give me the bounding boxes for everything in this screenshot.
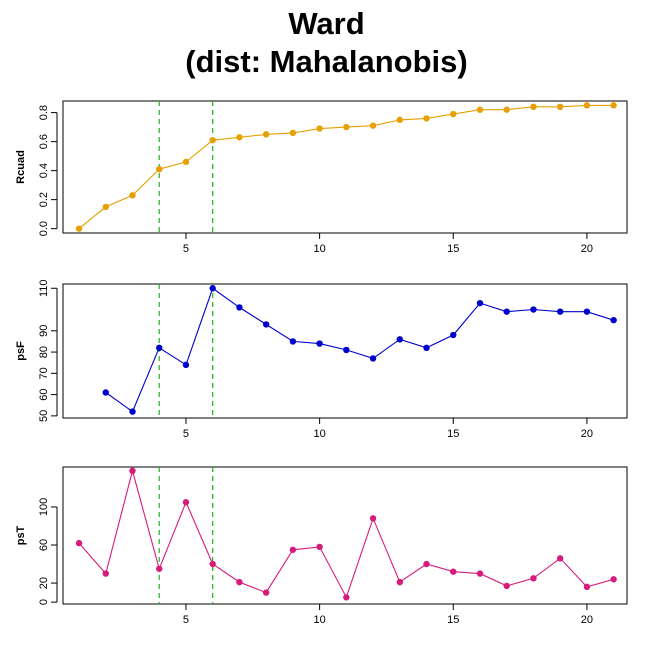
rcuad-y-axis-label: Rcuad [15,150,27,184]
psf-point [182,361,190,369]
rcuad-point [556,103,564,111]
pst-x-tick-label: 20 [581,614,593,626]
rcuad-point [182,158,190,166]
rcuad-point [209,136,216,144]
psf-point [556,308,564,315]
psf-y-tick-label: 70 [38,367,50,379]
rcuad-x-tick-label: 20 [581,243,593,255]
psf-point [236,304,243,311]
psf-point [343,346,350,354]
psf-x-tick-label: 5 [183,428,189,440]
psf-x-tick-label: 10 [313,428,325,440]
rcuad-x-tick-label: 5 [183,243,189,255]
rcuad-y-tick-label: 0.2 [38,192,50,207]
pst-point [476,570,484,577]
rcuad-point [369,122,377,129]
pst-point [289,546,297,553]
psf-x-tick-label: 20 [581,428,593,440]
psf-y-tick-label: 90 [38,325,50,337]
pst-point [316,543,323,551]
rcuad-point [129,192,136,199]
rcuad-point [583,102,591,109]
psf-point [583,308,591,315]
rcuad-plot-frame [62,100,628,234]
rcuad-point [423,115,430,122]
psf-point [610,316,617,324]
psf-point [369,355,377,362]
pst-x-tick-label: 15 [447,614,459,626]
rcuad-point [262,131,270,138]
psf-point [209,285,216,292]
pst-point [343,594,350,601]
psf-point [450,331,457,339]
pst-y-tick-label: 20 [38,577,50,589]
pst-point [556,555,564,562]
psf-point [156,344,163,352]
pst-point [396,578,403,586]
psf-series-line [105,287,614,413]
psf-point [262,321,270,328]
pst-x-tick-label: 10 [313,614,325,626]
pst-y-tick-label: 0 [38,599,50,605]
psf-point [396,336,403,343]
pst-point [262,589,270,596]
psf-y-tick-label: 50 [38,410,50,422]
rcuad-point [289,129,297,137]
pst-point [182,499,190,506]
rcuad-point [343,123,350,131]
rcuad-point [610,102,617,109]
pst-point [610,576,617,583]
rcuad-point [156,165,163,173]
rcuad-point [102,203,109,211]
pst-point [369,515,377,522]
pst-point [423,560,430,568]
rcuad-y-tick-label: 0.8 [38,105,50,120]
rcuad-y-tick-label: 0.0 [38,221,50,236]
pst-point [530,575,537,582]
rcuad-y-tick-label: 0.6 [38,134,50,149]
psf-point [102,389,109,396]
pst-point [503,582,510,590]
psf-y-tick-label: 80 [38,346,50,358]
pst-point [75,539,83,547]
rcuad-point [396,116,403,124]
rcuad-point [236,134,243,141]
pst-y-axis-label: psT [15,525,27,545]
pst-point [129,467,136,475]
pst-x-tick-label: 5 [183,614,189,626]
psf-y-tick-label: 110 [38,279,50,297]
psf-point [476,299,484,307]
pst-point [156,565,163,572]
psf-point [316,340,323,347]
pst-point [583,583,591,591]
pst-point [450,568,457,575]
rcuad-point [316,125,323,132]
psf-x-tick-label: 15 [447,428,459,440]
psf-point [423,344,430,352]
chart-title-line-2: (dist: Mahalanobis) [185,44,468,79]
pst-point [102,570,109,577]
rcuad-point [450,110,457,118]
psf-y-axis-label: psF [15,341,27,361]
pst-point [236,578,243,586]
rcuad-point [503,106,510,113]
rcuad-y-tick-label: 0.4 [38,163,50,178]
chart-title-line-1: Ward [288,6,365,41]
rcuad-point [75,225,83,232]
rcuad-x-tick-label: 10 [313,243,325,255]
pst-plot-frame [62,466,628,605]
pst-y-tick-label: 100 [38,498,50,516]
rcuad-point [476,106,484,113]
pst-point [209,560,216,568]
psf-point [289,338,297,345]
rcuad-point [530,103,537,111]
psf-point [129,408,136,415]
rcuad-x-tick-label: 15 [447,243,459,255]
psf-point [503,308,510,315]
pst-y-tick-label: 60 [38,539,50,551]
psf-y-tick-label: 60 [38,388,50,400]
psf-point [530,306,537,313]
